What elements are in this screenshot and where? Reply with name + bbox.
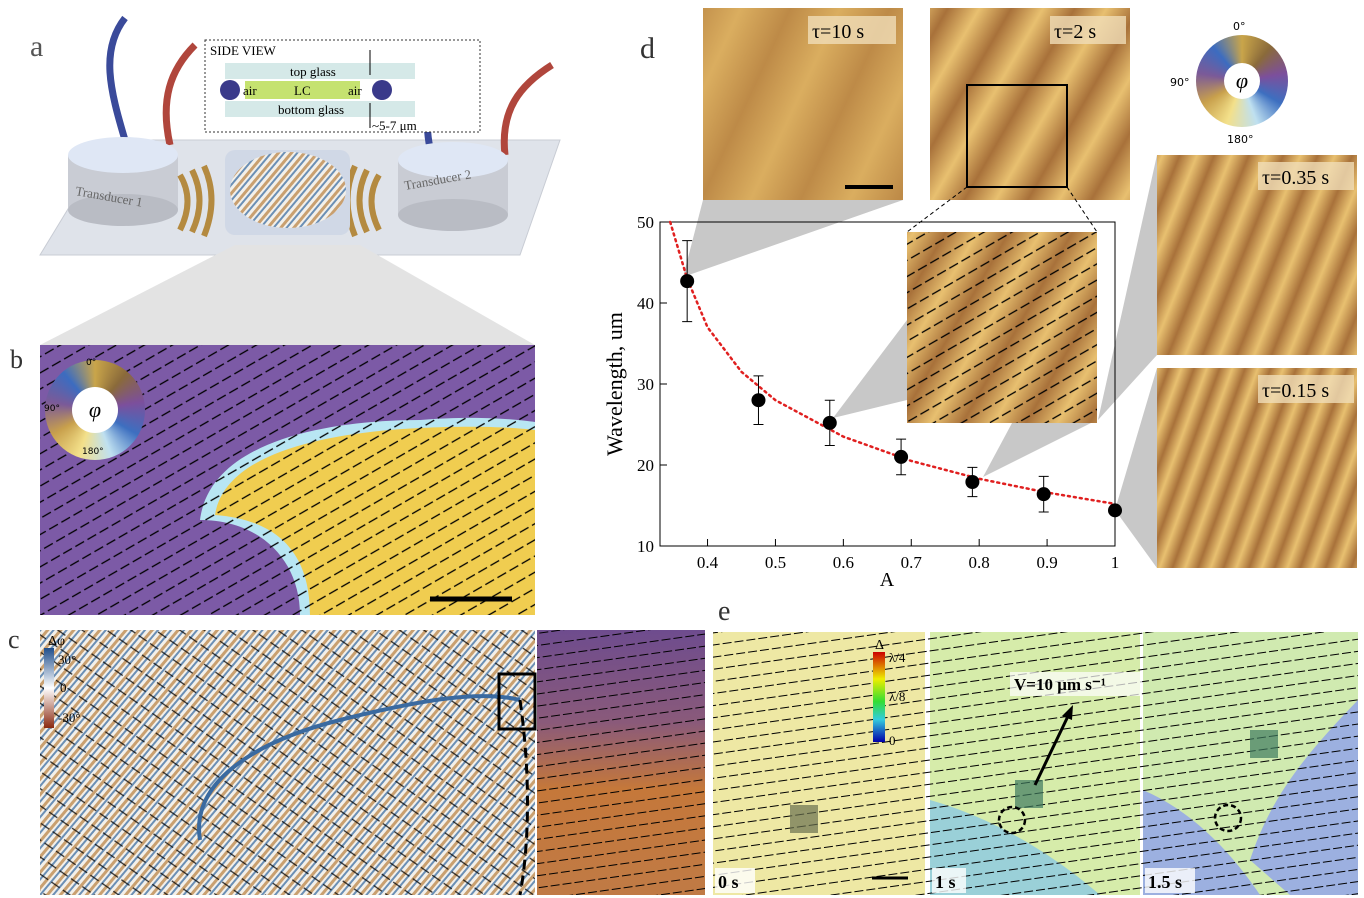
wheel-symbol: φ (1224, 63, 1260, 99)
wheel-label: 90° (1170, 76, 1190, 89)
figure-svg: a Transducer 1 Transducer 2 SIDE VIEW to… (0, 0, 1364, 898)
label: air (243, 83, 257, 98)
air-bubble (220, 80, 240, 100)
velocity-label: V=10 μm s⁻¹ (1014, 675, 1106, 694)
time-label: 0 s (718, 872, 739, 892)
projection (40, 245, 535, 345)
colorbar-tick: λ/8 (889, 689, 905, 704)
wheel-label: 180° (1227, 133, 1254, 146)
x-tick-label: 1 (1111, 553, 1120, 572)
colorbar-title: Δφ (48, 634, 65, 649)
panel-label: b (10, 345, 23, 374)
panel-label: a (30, 30, 43, 63)
wheel-symbol: φ (72, 387, 118, 433)
panel-a: a Transducer 1 Transducer 2 SIDE VIEW to… (30, 18, 560, 345)
lc-drop (230, 152, 346, 228)
x-tick-label: 0.5 (765, 553, 786, 572)
y-axis-label: Wavelength, um (602, 312, 627, 456)
inset-label: τ=0.15 s (1262, 380, 1329, 402)
y-tick-label: 40 (637, 294, 654, 313)
label: top glass (290, 64, 336, 79)
label: SIDE VIEW (210, 43, 277, 58)
time-label: 1 s (935, 872, 956, 892)
data-point (965, 475, 979, 489)
air-bubble (372, 80, 392, 100)
wire (166, 45, 195, 145)
data-point (680, 274, 694, 288)
panel-label: d (640, 32, 655, 65)
panel-label: e (718, 596, 730, 627)
inset-label: τ=10 s (812, 21, 864, 43)
y-tick-label: 10 (637, 537, 654, 556)
panel-label: c (8, 625, 20, 654)
connector (1115, 368, 1157, 568)
panel-c: c Δφ 30° 0 -30° (8, 625, 705, 895)
y-tick-label: 30 (637, 375, 654, 394)
wheel-label: 0° (1233, 20, 1246, 33)
color-wheel: φ (45, 360, 145, 460)
wheel-label: 90° (44, 404, 60, 414)
data-point (823, 416, 837, 430)
particle (790, 805, 818, 833)
director-lines (40, 630, 535, 895)
label: ~5-7 μm (372, 118, 417, 133)
transducer (68, 137, 178, 226)
x-tick-label: 0.4 (697, 553, 719, 572)
wheel-label: 0° (86, 358, 96, 368)
particle (1250, 730, 1278, 758)
panel-e: e V=10 μm s⁻¹ Δ λ/4 λ/8 0 0 s 1 s 1.5 s (713, 596, 1358, 895)
director-lines (537, 630, 705, 895)
director-lines (713, 632, 1358, 895)
inset-label: τ=0.35 s (1262, 167, 1329, 189)
colorbar-tick: -30° (58, 710, 81, 725)
figure: a Transducer 1 Transducer 2 SIDE VIEW to… (0, 0, 1364, 898)
wheel-label: 180° (82, 447, 104, 457)
colorbar-tick: 0 (889, 733, 896, 748)
label: air (348, 83, 362, 98)
x-tick-label: 0.7 (901, 553, 923, 572)
colorbar-tick: 0 (60, 680, 67, 695)
color-wheel: φ (1196, 35, 1288, 127)
y-tick-label: 50 (637, 213, 654, 232)
connector (833, 320, 907, 418)
x-tick-label: 0.6 (833, 553, 854, 572)
wire (110, 18, 125, 140)
x-tick-label: 0.9 (1036, 553, 1057, 572)
time-label: 1.5 s (1148, 872, 1182, 892)
colorbar-tick: λ/4 (889, 650, 906, 665)
connector (683, 200, 903, 277)
label: LC (294, 83, 311, 98)
x-tick-label: 0.8 (969, 553, 990, 572)
data-point (1108, 503, 1122, 517)
colorbar-tick: 30° (58, 652, 76, 667)
data-point (751, 393, 765, 407)
x-axis-label: A (880, 569, 895, 591)
particle (1015, 780, 1043, 808)
y-tick-label: 20 (637, 456, 654, 475)
data-point (1037, 487, 1051, 501)
director-lines (907, 232, 1097, 423)
colorbar (873, 652, 885, 742)
colorbar (44, 648, 54, 728)
label: bottom glass (278, 102, 344, 117)
inset-label: τ=2 s (1054, 21, 1096, 43)
colorbar-title: Δ (875, 638, 884, 653)
data-point (894, 450, 908, 464)
